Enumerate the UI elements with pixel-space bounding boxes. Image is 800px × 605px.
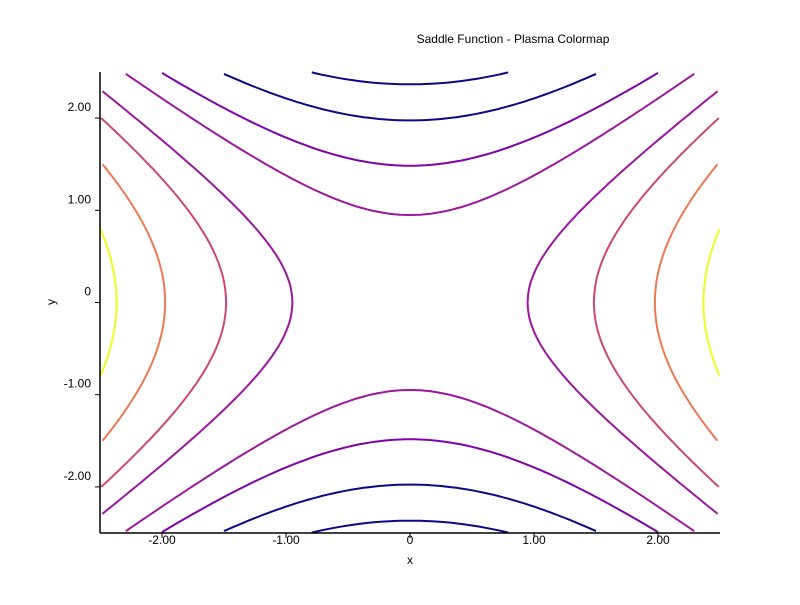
contour-line-level-3-branch-0: [125, 72, 695, 217]
contour-line-level-6-branch-0: [653, 163, 719, 442]
y-tick-label: 1.00: [68, 192, 92, 206]
x-tick-label: 2.00: [646, 533, 670, 547]
contour-line-level-6-branch-1: [101, 163, 167, 442]
contour-line-level-2-branch-1: [161, 438, 659, 533]
chart-title: Saddle Function - Plasma Colormap: [417, 32, 610, 46]
contour-line-level-7-branch-1: [99, 229, 118, 376]
contour-line-level-0-branch-0: [311, 71, 509, 86]
x-axis-label: x: [407, 553, 413, 567]
y-ticks: -2.00 -1.00 0 1.00 2.00: [64, 100, 100, 488]
contour-line-level-4-branch-0: [526, 90, 719, 515]
x-tick-label: 1.00: [522, 533, 546, 547]
contour-line-level-5-branch-0: [592, 117, 720, 488]
y-axis-label: y: [44, 299, 58, 305]
contour-lines: [99, 71, 721, 534]
x-tick-label: -1.00: [272, 533, 300, 547]
y-tick-label: 0: [84, 285, 91, 299]
contour-line-level-0-branch-1: [311, 519, 509, 534]
y-tick-label: -2.00: [64, 469, 92, 483]
x-tick-label: 0: [407, 533, 414, 547]
contour-line-level-4-branch-1: [101, 90, 294, 515]
contour-line-level-1-branch-0: [223, 72, 597, 122]
contour-line-level-2-branch-0: [161, 72, 659, 167]
x-tick-label: -2.00: [148, 533, 176, 547]
contour-line-level-5-branch-1: [100, 117, 228, 488]
contour-line-level-7-branch-0: [702, 229, 721, 376]
x-ticks: -2.00 -1.00 0 1.00 2.00: [148, 533, 670, 547]
y-tick-label: 2.00: [68, 100, 92, 114]
contour-line-level-3-branch-1: [125, 388, 695, 533]
contour-line-level-1-branch-1: [223, 483, 597, 533]
y-tick-label: -1.00: [64, 377, 92, 391]
